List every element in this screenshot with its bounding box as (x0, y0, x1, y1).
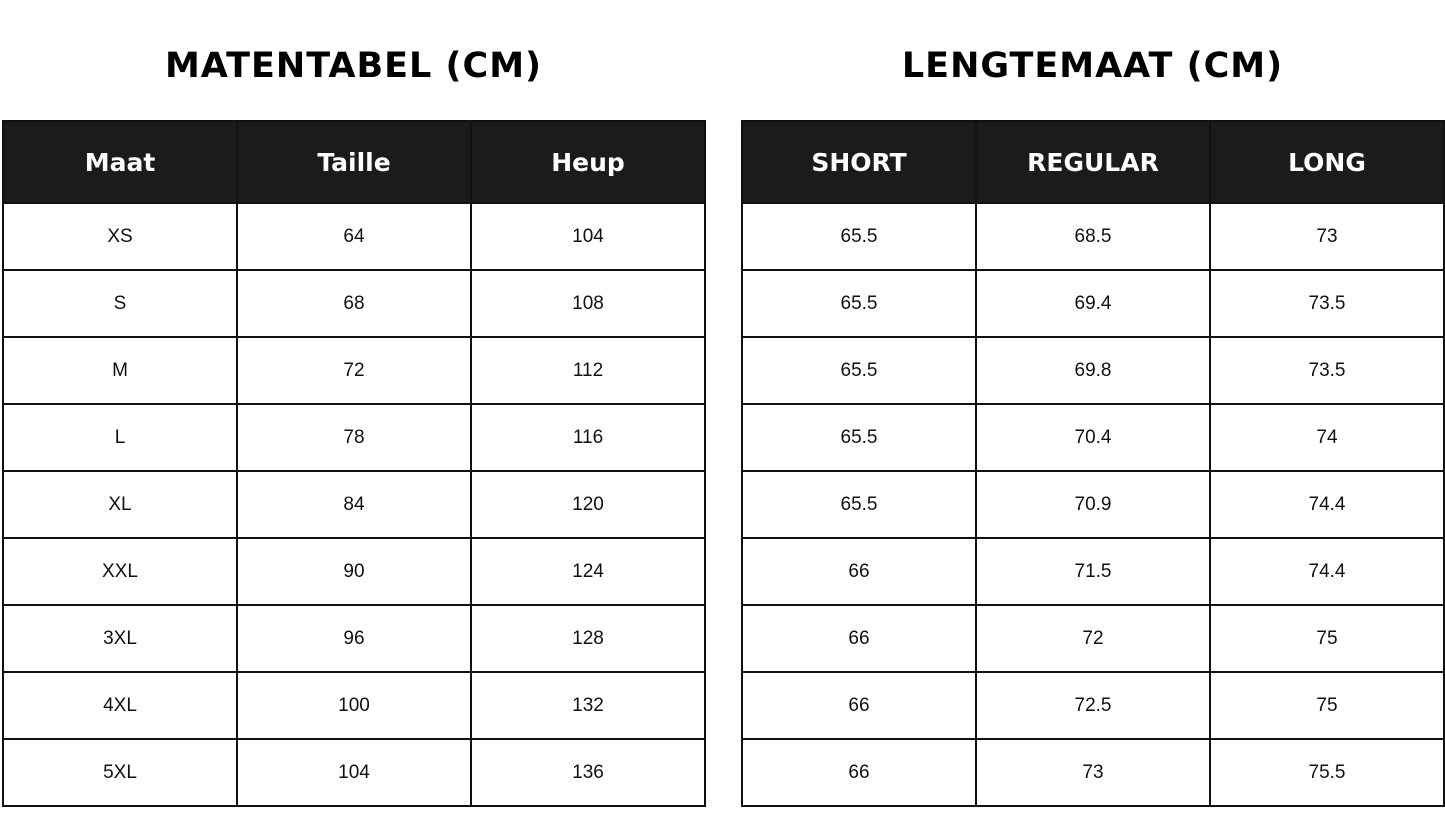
table-cell: 3XL (2, 604, 238, 673)
table-row: XXL 90 124 (2, 537, 706, 606)
table-cell: 74 (1209, 403, 1445, 472)
table-cell: 75.5 (1209, 738, 1445, 807)
table-row: 66 73 75.5 (741, 738, 1445, 807)
table-cell: 65.5 (741, 403, 977, 472)
table-row: 65.5 69.8 73.5 (741, 336, 1445, 405)
table-cell: 65.5 (741, 269, 977, 338)
table-cell: 73 (1209, 202, 1445, 271)
table-cell: 108 (470, 269, 706, 338)
table-cell: 74.4 (1209, 470, 1445, 539)
table-cell: XS (2, 202, 238, 271)
table-cell: 66 (741, 671, 977, 740)
table-cell: 66 (741, 738, 977, 807)
table-cell: 73 (975, 738, 1211, 807)
length-table-title: LENGTEMAAT (CM) (901, 46, 1284, 86)
table-cell: 65.5 (741, 470, 977, 539)
table-cell: 96 (236, 604, 472, 673)
table-cell: 104 (236, 738, 472, 807)
table-row: 65.5 70.9 74.4 (741, 470, 1445, 539)
table-cell: 84 (236, 470, 472, 539)
table-cell: XL (2, 470, 238, 539)
table-row: 4XL 100 132 (2, 671, 706, 740)
table-cell: 69.4 (975, 269, 1211, 338)
table-row: M 72 112 (2, 336, 706, 405)
table-cell: 112 (470, 336, 706, 405)
size-table-title: MATENTABEL (CM) (164, 46, 543, 86)
table-cell: 75 (1209, 604, 1445, 673)
table-row: L 78 116 (2, 403, 706, 472)
table-cell: 72.5 (975, 671, 1211, 740)
column-header: LONG (1209, 120, 1445, 204)
table-row: XL 84 120 (2, 470, 706, 539)
table-cell: 128 (470, 604, 706, 673)
table-cell: S (2, 269, 238, 338)
table-cell: XXL (2, 537, 238, 606)
table-row: 65.5 68.5 73 (741, 202, 1445, 271)
table-row: 66 72 75 (741, 604, 1445, 673)
table-cell: 72 (236, 336, 472, 405)
table-cell: 70.4 (975, 403, 1211, 472)
column-header: Taille (236, 120, 472, 204)
table-cell: 68.5 (975, 202, 1211, 271)
table-cell: 69.8 (975, 336, 1211, 405)
table-cell: 116 (470, 403, 706, 472)
table-row: 65.5 69.4 73.5 (741, 269, 1445, 338)
table-cell: 5XL (2, 738, 238, 807)
table-cell: 124 (470, 537, 706, 606)
table-cell: 68 (236, 269, 472, 338)
column-header: Heup (470, 120, 706, 204)
table-cell: L (2, 403, 238, 472)
table-cell: 66 (741, 604, 977, 673)
table-cell: 120 (470, 470, 706, 539)
header-row: SHORT REGULAR LONG (741, 120, 1445, 204)
table-cell: 71.5 (975, 537, 1211, 606)
table-cell: 90 (236, 537, 472, 606)
table-row: 5XL 104 136 (2, 738, 706, 807)
table-cell: 75 (1209, 671, 1445, 740)
table-cell: 73.5 (1209, 336, 1445, 405)
table-row: S 68 108 (2, 269, 706, 338)
header-row: Maat Taille Heup (2, 120, 706, 204)
table-cell: 73.5 (1209, 269, 1445, 338)
table-cell: 65.5 (741, 336, 977, 405)
table-cell: 4XL (2, 671, 238, 740)
column-header: REGULAR (975, 120, 1211, 204)
column-header: Maat (2, 120, 238, 204)
table-cell: 64 (236, 202, 472, 271)
table-cell: 66 (741, 537, 977, 606)
table-cell: M (2, 336, 238, 405)
table-cell: 65.5 (741, 202, 977, 271)
column-header: SHORT (741, 120, 977, 204)
table-cell: 70.9 (975, 470, 1211, 539)
table-cell: 100 (236, 671, 472, 740)
table-cell: 74.4 (1209, 537, 1445, 606)
table-cell: 104 (470, 202, 706, 271)
table-row: 66 72.5 75 (741, 671, 1445, 740)
table-cell: 132 (470, 671, 706, 740)
table-cell: 136 (470, 738, 706, 807)
table-row: 66 71.5 74.4 (741, 537, 1445, 606)
size-table: Maat Taille Heup XS 64 104 S 68 108 M 72 112 L 78 116… (2, 120, 706, 807)
table-row: 3XL 96 128 (2, 604, 706, 673)
table-row: 65.5 70.4 74 (741, 403, 1445, 472)
table-row: XS 64 104 (2, 202, 706, 271)
length-table: SHORT REGULAR LONG 65.5 68.5 73 65.5 69.4 73.5 6… (741, 120, 1445, 807)
table-cell: 78 (236, 403, 472, 472)
table-cell: 72 (975, 604, 1211, 673)
